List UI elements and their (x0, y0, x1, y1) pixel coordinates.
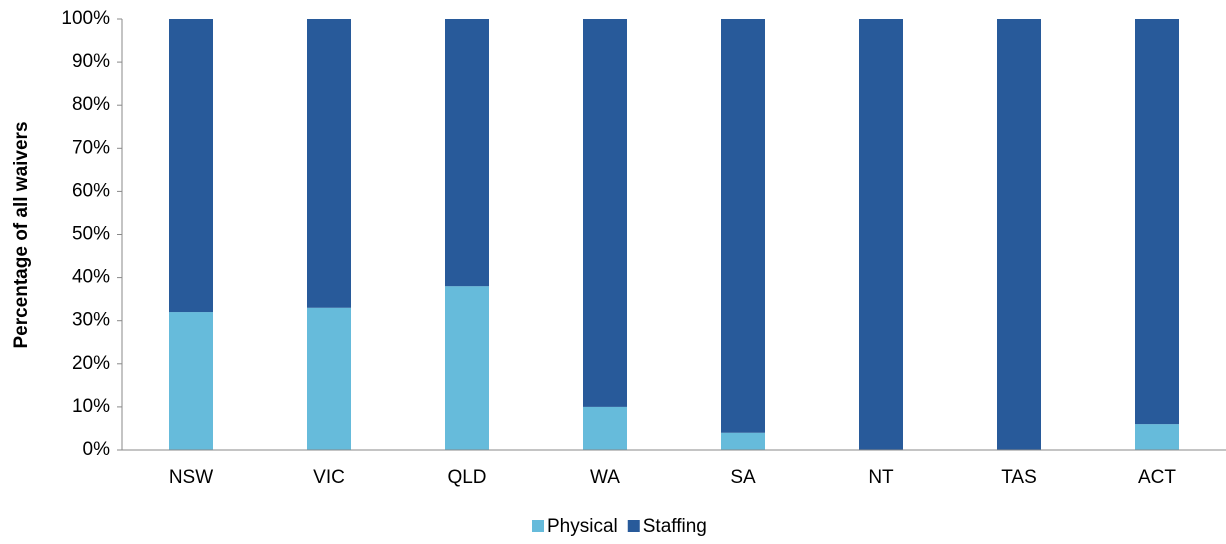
bar-segment (445, 286, 489, 450)
bar-segment (721, 432, 765, 450)
y-tick-label: 70% (72, 137, 110, 158)
bar-segment (583, 19, 627, 407)
y-tick-label: 100% (61, 8, 110, 29)
bar-segment (721, 19, 765, 433)
bar-segment (169, 19, 213, 313)
y-tick-label: 30% (72, 310, 110, 331)
x-tick-label: VIC (313, 467, 345, 488)
x-tick-label: QLD (447, 467, 486, 488)
y-tick-label: 50% (72, 224, 110, 245)
x-tick-label: NT (868, 467, 894, 488)
y-tick-label: 40% (72, 267, 110, 288)
y-tick-label: 10% (72, 396, 110, 417)
x-tick-label: WA (590, 467, 620, 488)
bar-segment (307, 19, 351, 308)
y-tick-label: 80% (72, 94, 110, 115)
y-tick-label: 20% (72, 353, 110, 374)
legend-label: Physical (547, 516, 618, 537)
bar-segment (997, 19, 1041, 450)
x-tick-label: TAS (1001, 467, 1037, 488)
legend-swatch (627, 520, 640, 532)
bar-segment (169, 312, 213, 450)
y-tick-label: 90% (72, 51, 110, 72)
legend-label: Staffing (643, 516, 707, 537)
bar-segment (1135, 424, 1179, 450)
y-tick-label: 60% (72, 180, 110, 201)
bar-segment (583, 406, 627, 450)
y-tick-label: 0% (83, 439, 111, 460)
bar-segment (307, 307, 351, 450)
bar-segment (1135, 19, 1179, 425)
x-tick-label: SA (730, 467, 756, 488)
x-tick-label: NSW (169, 467, 213, 488)
y-axis-title: Percentage of all waivers (11, 121, 32, 348)
bar-segment (445, 19, 489, 287)
x-tick-label: ACT (1138, 467, 1176, 488)
bar-segment (859, 19, 903, 450)
legend-swatch (532, 520, 544, 532)
